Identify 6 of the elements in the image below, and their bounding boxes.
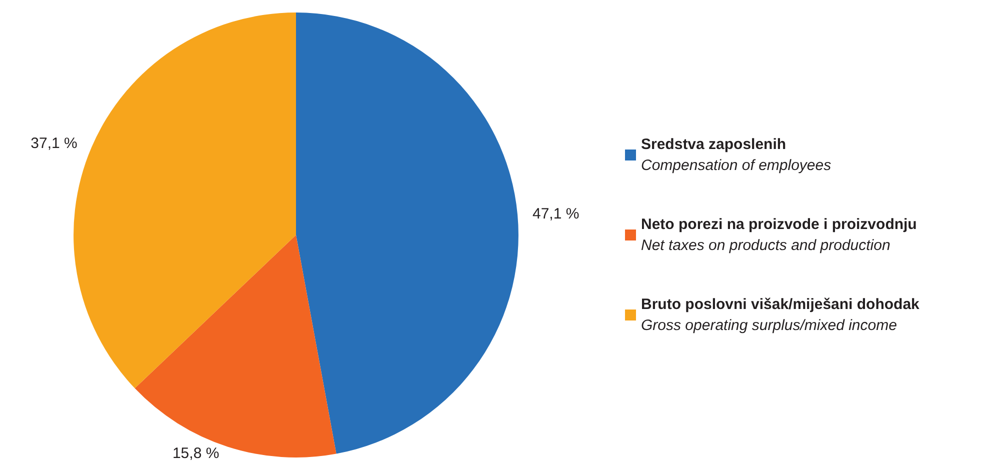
legend-label: Neto porezi na proizvode i proizvodnju Net taxes on products and production xyxy=(641,216,917,254)
legend-label: Bruto poslovni višak/miješani dohodak Gross operating surplus/mixed income xyxy=(641,296,920,334)
data-label: 15,8 % xyxy=(172,445,220,462)
data-label: 47,1 % xyxy=(532,205,580,222)
data-label: 37,1 % xyxy=(30,134,78,152)
legend-label: Sredstva zaposlenih Compensation of employees xyxy=(641,136,832,174)
